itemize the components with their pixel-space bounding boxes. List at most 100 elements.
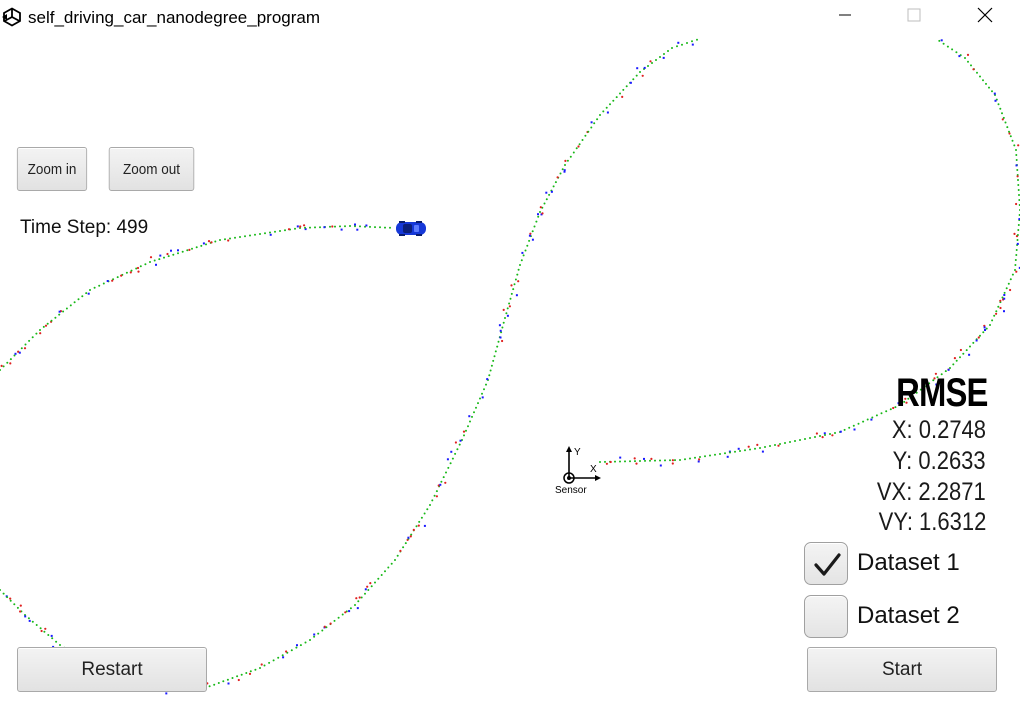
- close-button[interactable]: [962, 0, 1008, 34]
- measurement-point: [983, 324, 986, 327]
- measurement-point: [669, 459, 671, 462]
- measurement-point: [456, 448, 459, 451]
- zoom-in-button[interactable]: Zoom in: [16, 147, 88, 191]
- measurement-point: [744, 449, 746, 452]
- measurement-point: [756, 443, 759, 446]
- measurement-point: [524, 249, 527, 252]
- measurement-point: [615, 96, 618, 99]
- measurement-point: [493, 355, 496, 358]
- measurement-point: [938, 39, 941, 42]
- measurement-point: [639, 71, 641, 73]
- measurement-point: [911, 394, 914, 397]
- measurement-point: [177, 249, 179, 252]
- dataset-2-checkbox[interactable]: [804, 595, 848, 638]
- measurement-point: [829, 433, 831, 435]
- measurement-point: [486, 378, 489, 381]
- measurement-point: [999, 107, 1002, 110]
- measurement-point: [537, 215, 540, 218]
- measurement-point: [2, 592, 5, 595]
- measurement-point: [1013, 144, 1016, 147]
- measurement-point: [200, 244, 203, 247]
- measurement-point: [18, 351, 21, 354]
- measurement-point: [1006, 126, 1009, 129]
- measurement-point: [0, 369, 1, 371]
- measurement-point: [719, 453, 721, 455]
- sensor-label: Sensor: [555, 485, 587, 496]
- measurement-point: [31, 336, 34, 339]
- measurement-point: [159, 254, 162, 257]
- measurement-point: [348, 610, 351, 613]
- measurement-point: [254, 233, 256, 236]
- measurement-point: [959, 348, 963, 352]
- measurement-point: [982, 79, 984, 82]
- measurement-point: [885, 410, 888, 413]
- measurement-point: [905, 401, 908, 404]
- measurement-point: [1015, 154, 1018, 156]
- minimize-button[interactable]: [822, 0, 868, 34]
- measurement-point: [304, 641, 307, 644]
- measurement-point: [299, 225, 302, 228]
- measurement-point: [165, 692, 168, 695]
- measurement-point: [354, 223, 356, 226]
- measurement-point: [379, 226, 381, 229]
- measurement-point: [671, 462, 674, 465]
- measurement-point: [566, 159, 569, 162]
- measurement-point: [749, 448, 751, 451]
- measurement-point: [445, 471, 447, 474]
- measurement-point: [469, 420, 471, 423]
- measurement-point: [17, 350, 20, 353]
- maximize-button[interactable]: [891, 0, 937, 34]
- measurement-point: [58, 310, 61, 313]
- measurement-point: [604, 460, 606, 463]
- measurement-point: [636, 67, 639, 70]
- measurement-point: [59, 644, 61, 646]
- measurement-point: [649, 60, 652, 63]
- measurement-point: [9, 362, 12, 365]
- measurement-point: [227, 239, 230, 242]
- dataset-1-checkbox[interactable]: [804, 542, 848, 585]
- measurement-point: [839, 430, 842, 433]
- measurement-point: [19, 604, 22, 607]
- measurement-point: [483, 388, 485, 391]
- measurement-point: [442, 476, 445, 479]
- maximize-icon: [906, 7, 922, 28]
- measurement-point: [942, 42, 945, 45]
- measurement-point: [186, 249, 189, 252]
- measurement-point: [747, 445, 750, 448]
- measurement-point: [144, 263, 147, 266]
- measurement-point: [709, 454, 711, 457]
- measurement-point: [528, 234, 531, 237]
- measurement-point: [599, 114, 601, 116]
- measurement-point: [587, 130, 590, 133]
- measurement-point: [65, 307, 68, 310]
- measurement-point: [499, 329, 502, 332]
- measurement-point: [606, 111, 609, 114]
- measurement-point: [662, 56, 665, 59]
- measurement-point: [563, 170, 566, 173]
- restart-button[interactable]: Restart: [17, 647, 207, 692]
- measurement-point: [966, 53, 970, 57]
- measurement-point: [366, 585, 369, 588]
- measurement-point: [619, 92, 621, 95]
- dataset-2-label[interactable]: Dataset 2: [857, 602, 960, 629]
- start-button[interactable]: Start: [807, 647, 997, 692]
- measurement-point: [880, 412, 883, 415]
- sensor-origin: Y X Sensor: [555, 446, 601, 496]
- measurement-point: [936, 376, 939, 379]
- measurement-point: [985, 82, 987, 85]
- measurement-point: [510, 284, 513, 287]
- dataset-1-label[interactable]: Dataset 1: [857, 549, 960, 576]
- measurement-point: [433, 494, 436, 497]
- zoom-in-label: Zoom in: [27, 160, 77, 178]
- measurement-point: [1015, 270, 1018, 273]
- zoom-out-button[interactable]: Zoom out: [108, 147, 195, 191]
- measurement-point: [402, 546, 405, 549]
- measurement-point: [412, 528, 415, 532]
- measurement-point: [16, 606, 19, 609]
- measurement-point: [545, 191, 548, 194]
- measurement-point: [609, 460, 612, 464]
- measurement-point: [556, 176, 559, 179]
- measurement-point: [46, 322, 49, 325]
- measurement-point: [370, 585, 373, 588]
- measurement-point: [269, 231, 271, 234]
